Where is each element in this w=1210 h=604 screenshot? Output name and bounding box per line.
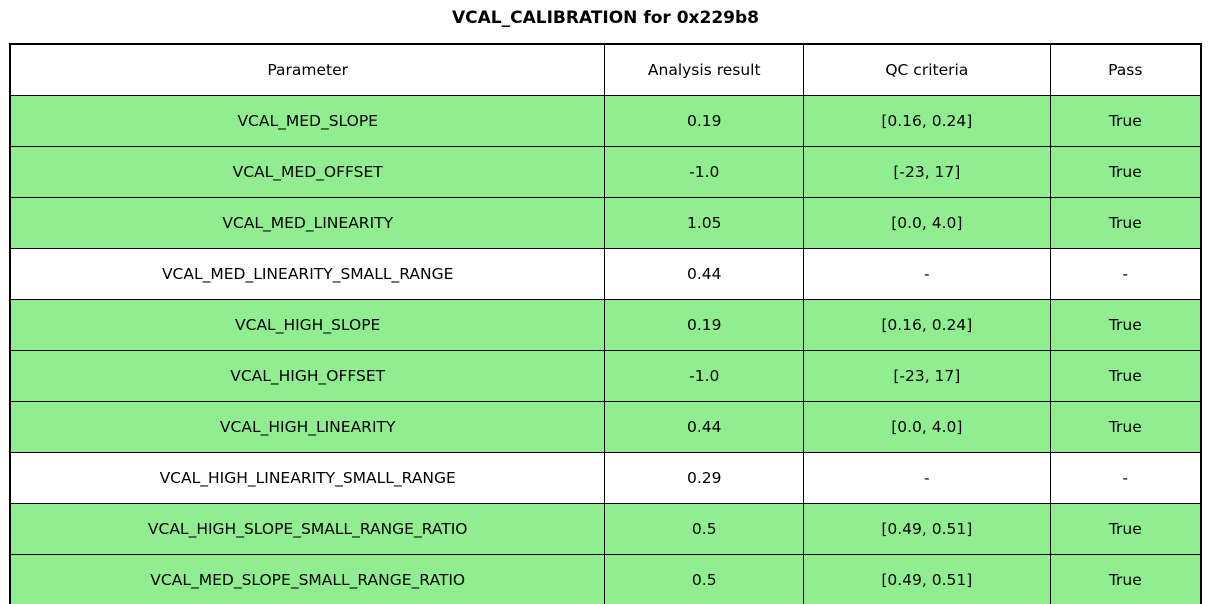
qc-table-body: VCAL_MED_SLOPE 0.19 [0.16, 0.24] True VC… — [9, 95, 1202, 604]
column-header-analysis-result: Analysis result — [604, 43, 805, 96]
qc-criteria-cell: [-23, 17] — [803, 146, 1051, 198]
page-title: VCAL_CALIBRATION for 0x229b8 — [452, 8, 759, 28]
parameter-cell: VCAL_MED_SLOPE — [9, 95, 606, 147]
table-row: VCAL_HIGH_LINEARITY 0.44 [0.0, 4.0] True — [9, 401, 1202, 453]
analysis-result-cell: 0.44 — [604, 401, 805, 453]
table-row: VCAL_MED_SLOPE_SMALL_RANGE_RATIO 0.5 [0.… — [9, 554, 1202, 604]
qc-table: Parameter Analysis result QC criteria Pa… — [9, 43, 1202, 604]
qc-criteria-cell: [0.49, 0.51] — [803, 503, 1051, 555]
pass-cell: - — [1049, 248, 1202, 300]
table-header-row: Parameter Analysis result QC criteria Pa… — [9, 43, 1202, 96]
qc-criteria-cell: [0.16, 0.24] — [803, 95, 1051, 147]
qc-criteria-cell: - — [803, 248, 1051, 300]
column-header-qc-criteria: QC criteria — [803, 43, 1051, 96]
parameter-cell: VCAL_HIGH_SLOPE — [9, 299, 606, 351]
pass-cell: True — [1049, 503, 1202, 555]
analysis-result-cell: -1.0 — [604, 350, 805, 402]
analysis-result-cell: 1.05 — [604, 197, 805, 249]
pass-cell: True — [1049, 299, 1202, 351]
table-row: VCAL_HIGH_SLOPE_SMALL_RANGE_RATIO 0.5 [0… — [9, 503, 1202, 555]
table-row: VCAL_HIGH_SLOPE 0.19 [0.16, 0.24] True — [9, 299, 1202, 351]
table-row: VCAL_HIGH_LINEARITY_SMALL_RANGE 0.29 - - — [9, 452, 1202, 504]
qc-criteria-cell: [0.0, 4.0] — [803, 401, 1051, 453]
parameter-cell: VCAL_MED_LINEARITY_SMALL_RANGE — [9, 248, 606, 300]
analysis-result-cell: 0.19 — [604, 95, 805, 147]
pass-cell: True — [1049, 197, 1202, 249]
column-header-parameter: Parameter — [9, 43, 606, 96]
analysis-result-cell: 0.44 — [604, 248, 805, 300]
analysis-result-cell: 0.29 — [604, 452, 805, 504]
pass-cell: True — [1049, 401, 1202, 453]
pass-cell: True — [1049, 95, 1202, 147]
table-row: VCAL_MED_SLOPE 0.19 [0.16, 0.24] True — [9, 95, 1202, 147]
parameter-cell: VCAL_MED_OFFSET — [9, 146, 606, 198]
analysis-result-cell: -1.0 — [604, 146, 805, 198]
pass-cell: True — [1049, 350, 1202, 402]
qc-criteria-cell: [0.49, 0.51] — [803, 554, 1051, 604]
table-row: VCAL_MED_OFFSET -1.0 [-23, 17] True — [9, 146, 1202, 198]
analysis-result-cell: 0.5 — [604, 554, 805, 604]
analysis-result-cell: 0.5 — [604, 503, 805, 555]
qc-criteria-cell: - — [803, 452, 1051, 504]
pass-cell: True — [1049, 554, 1202, 604]
column-header-pass: Pass — [1049, 43, 1202, 96]
pass-cell: - — [1049, 452, 1202, 504]
table-row: VCAL_MED_LINEARITY 1.05 [0.0, 4.0] True — [9, 197, 1202, 249]
parameter-cell: VCAL_HIGH_LINEARITY_SMALL_RANGE — [9, 452, 606, 504]
pass-cell: True — [1049, 146, 1202, 198]
qc-criteria-cell: [-23, 17] — [803, 350, 1051, 402]
table-row: VCAL_MED_LINEARITY_SMALL_RANGE 0.44 - - — [9, 248, 1202, 300]
parameter-cell: VCAL_MED_LINEARITY — [9, 197, 606, 249]
parameter-cell: VCAL_MED_SLOPE_SMALL_RANGE_RATIO — [9, 554, 606, 604]
qc-criteria-cell: [0.16, 0.24] — [803, 299, 1051, 351]
parameter-cell: VCAL_HIGH_LINEARITY — [9, 401, 606, 453]
qc-criteria-cell: [0.0, 4.0] — [803, 197, 1051, 249]
parameter-cell: VCAL_HIGH_OFFSET — [9, 350, 606, 402]
parameter-cell: VCAL_HIGH_SLOPE_SMALL_RANGE_RATIO — [9, 503, 606, 555]
table-row: VCAL_HIGH_OFFSET -1.0 [-23, 17] True — [9, 350, 1202, 402]
analysis-result-cell: 0.19 — [604, 299, 805, 351]
